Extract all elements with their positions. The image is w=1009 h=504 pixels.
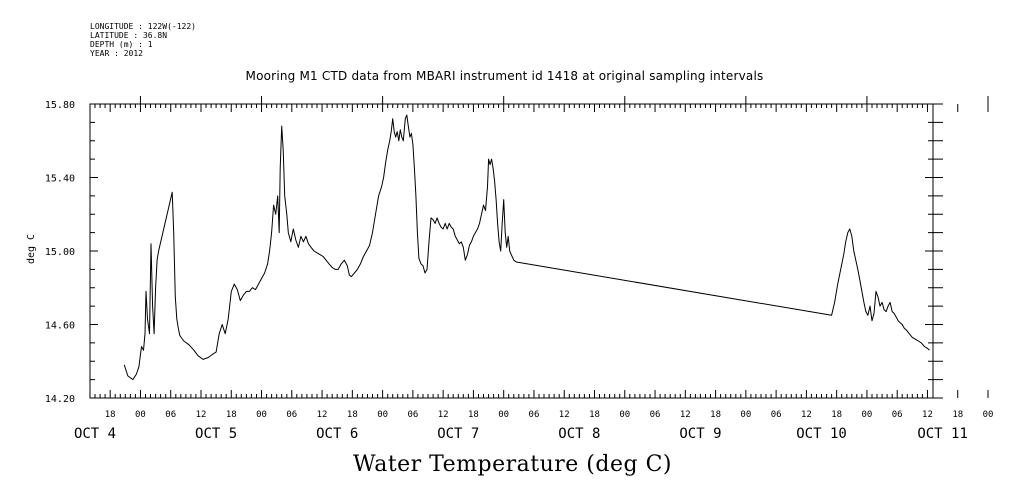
series-layer	[123, 114, 930, 381]
x-day-label: OCT 4	[74, 426, 116, 442]
x-hour-tick-label: 18	[710, 410, 721, 420]
x-hour-tick-label: 12	[801, 410, 812, 420]
axis-layer	[89, 96, 989, 399]
x-day-label: OCT 5	[195, 426, 237, 442]
x-day-label: OCT 11	[917, 426, 968, 442]
x-hour-tick-label: 00	[983, 410, 994, 420]
x-hour-tick-label: 06	[407, 410, 418, 420]
chart-title: Mooring M1 CTD data from MBARI instrumen…	[245, 69, 764, 83]
x-hour-tick-label: 00	[619, 410, 630, 420]
plot-frame	[89, 103, 934, 399]
x-hour-tick-label: 12	[559, 410, 570, 420]
metadata-block: LONGITUDE : 122W(-122) LATITUDE : 36.8N …	[90, 22, 196, 58]
x-hour-tick-label: 12	[196, 410, 207, 420]
x-hour-tick-label: 00	[862, 410, 873, 420]
x-hour-tick-label: 00	[498, 410, 509, 420]
x-hour-tick-label: 18	[468, 410, 479, 420]
x-hour-tick-label: 00	[135, 410, 146, 420]
minor-ticks	[94, 104, 923, 398]
longitude-label: LONGITUDE : 122W(-122)	[90, 22, 196, 31]
x-hour-tick-label: 12	[438, 410, 449, 420]
latitude-label: LATITUDE : 36.8N	[90, 31, 168, 40]
x-hour-tick-label: 00	[256, 410, 267, 420]
y-tick-label: 14.60	[45, 321, 75, 332]
label-layer: 18 00 06 12 18 00 06 12 18 00 06 12 18 00 06 12 18 00 06 12…	[26, 100, 994, 442]
x-hour-tick-label: 06	[771, 410, 782, 420]
x-hour-tick-label: 06	[650, 410, 661, 420]
x-day-label: OCT 10	[796, 426, 847, 442]
x-hour-tick-label: 00	[740, 410, 751, 420]
x-hour-tick-label: 18	[831, 410, 842, 420]
x-hour-tick-label: 18	[105, 410, 116, 420]
x-hour-tick-label: 18	[347, 410, 358, 420]
y-tick-label: 15.00	[45, 247, 75, 258]
x-hour-tick-label: 18	[952, 410, 963, 420]
x-hour-tick-label: 18	[589, 410, 600, 420]
x-hour-tick-label: 12	[680, 410, 691, 420]
x-day-label: OCT 7	[437, 426, 479, 442]
series-line-0	[123, 114, 930, 381]
x-hour-tick-label: 06	[892, 410, 903, 420]
x-hour-tick-label: 06	[286, 410, 297, 420]
x-hour-tick-label: 12	[922, 410, 933, 420]
x-hour-tick-label: 12	[317, 410, 328, 420]
x-day-label: OCT 8	[558, 426, 600, 442]
y-tick-label: 15.80	[45, 100, 75, 111]
x-hour-tick-label: 06	[165, 410, 176, 420]
x-day-label: OCT 9	[679, 426, 721, 442]
x-day-label: OCT 6	[316, 426, 358, 442]
x-axis-title: Water Temperature (deg C)	[353, 452, 672, 477]
x-hour-tick-label: 06	[529, 410, 540, 420]
x-hour-tick-label: 18	[226, 410, 237, 420]
x-hour-tick-label: 00	[377, 410, 388, 420]
y-axis-label: deg C	[26, 234, 37, 264]
y-tick-label: 15.40	[45, 174, 75, 185]
year-label: YEAR : 2012	[90, 49, 143, 58]
y-tick-label: 14.20	[45, 394, 75, 405]
depth-label: DEPTH (m) : 1	[90, 40, 153, 49]
